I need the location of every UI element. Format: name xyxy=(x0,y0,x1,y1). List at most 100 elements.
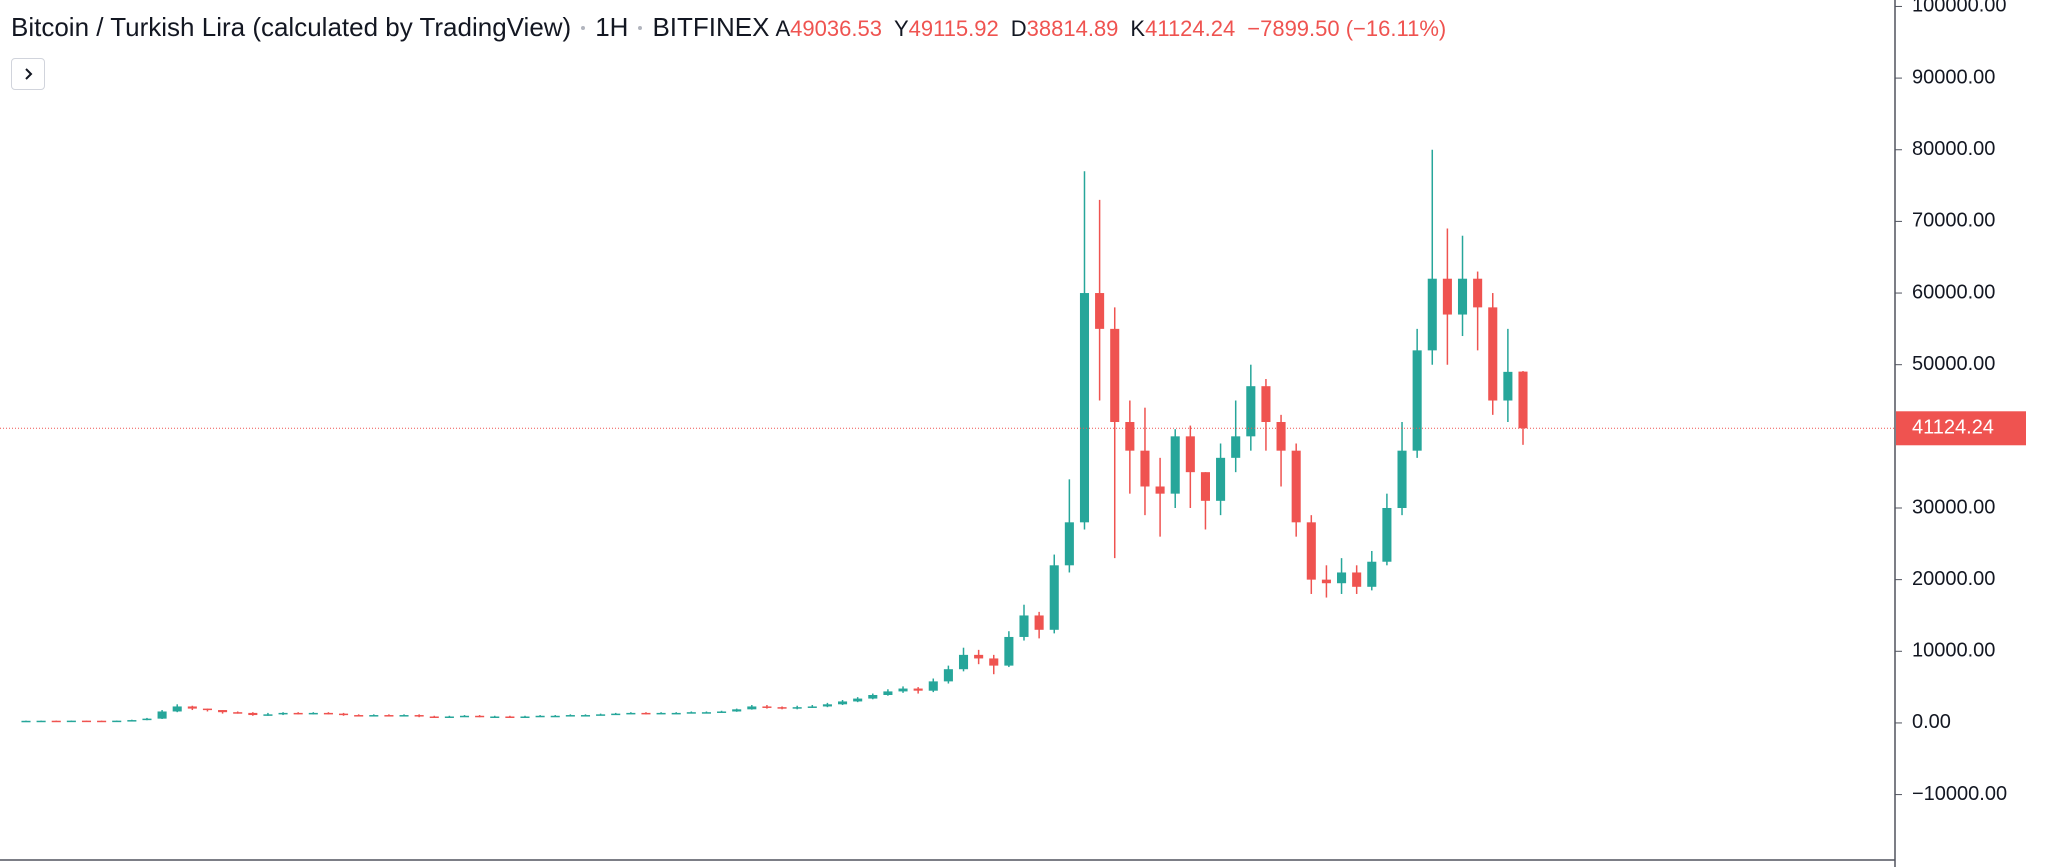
candle-body xyxy=(1049,565,1059,630)
candle-body xyxy=(1216,457,1226,501)
candle-body xyxy=(354,715,364,717)
interval: 1H xyxy=(595,12,629,42)
candle-body xyxy=(1352,572,1362,587)
candle-body xyxy=(459,715,470,718)
close-value: 41124.24 xyxy=(1145,16,1236,41)
candle-body xyxy=(928,681,938,691)
candle-body xyxy=(81,720,92,723)
candle-body xyxy=(565,715,575,717)
separator xyxy=(638,25,643,30)
candle-body xyxy=(490,716,500,718)
chevron xyxy=(25,68,33,80)
candle-body xyxy=(596,714,606,716)
candle-body xyxy=(701,712,711,714)
chevron-icon xyxy=(25,68,33,80)
candle-body xyxy=(1095,293,1105,329)
candle-body xyxy=(248,712,258,716)
candle-body xyxy=(172,706,182,712)
candle-body xyxy=(187,706,197,709)
candle-body xyxy=(792,707,802,709)
candle-body xyxy=(1004,636,1014,666)
candle-body xyxy=(520,716,530,718)
candle-body xyxy=(1246,386,1256,437)
candle-body xyxy=(1442,278,1452,315)
candle-body xyxy=(838,701,848,705)
candle-body xyxy=(1155,486,1165,494)
chart-title: Bitcoin / Turkish Lira (calculated by Tr… xyxy=(11,12,572,42)
candle-body xyxy=(656,712,666,715)
candle-body xyxy=(369,715,379,717)
candle-body xyxy=(1382,507,1392,562)
y-tick-label: 80000.00 xyxy=(1912,138,1995,160)
candle-body xyxy=(717,711,727,713)
candle-body xyxy=(777,707,787,709)
candle-body xyxy=(580,715,591,717)
y-tick-label: 20000.00 xyxy=(1912,568,1995,590)
high-value: 49115.92 xyxy=(908,16,999,41)
y-tick-label: 50000.00 xyxy=(1912,353,1995,375)
candle-body xyxy=(1518,371,1528,429)
y-tick-label: 70000.00 xyxy=(1912,210,1995,232)
candle-body xyxy=(51,720,61,723)
last-price-label: 41124.24 xyxy=(1912,417,1994,439)
ohlc-legend: A49036.53 Y49115.92 D38814.89 K41124.24 −789… xyxy=(775,16,1458,42)
candle-body xyxy=(626,712,636,715)
candle-body xyxy=(898,688,908,692)
candle-body xyxy=(263,714,273,716)
candle-body xyxy=(883,691,893,695)
candle-body xyxy=(323,712,333,715)
candle-body xyxy=(1019,615,1029,637)
candle-body xyxy=(157,711,167,719)
candle-body xyxy=(475,715,485,718)
candle-body xyxy=(21,720,31,723)
candle-body xyxy=(1170,436,1180,494)
y-tick-label: 0.00 xyxy=(1912,711,1951,733)
candle-body xyxy=(822,704,832,707)
candle-body xyxy=(1291,450,1301,523)
high-label: Y xyxy=(893,16,909,41)
candle-body xyxy=(1231,436,1241,458)
candle-body xyxy=(1367,561,1377,587)
candle-body xyxy=(1200,472,1210,501)
change: −7899.50 (−16.11%) xyxy=(1247,16,1447,41)
y-tick-label: 10000.00 xyxy=(1912,640,1995,662)
candle-body xyxy=(384,715,394,717)
candle-body xyxy=(535,715,545,718)
low-value: 38814.89 xyxy=(1026,16,1119,41)
candle-body xyxy=(36,720,46,723)
candle-body xyxy=(1397,450,1407,508)
y-tick-label: 60000.00 xyxy=(1912,281,1995,303)
exchange: BITFINEX xyxy=(652,12,770,42)
separator xyxy=(581,25,586,30)
candle-body xyxy=(1503,371,1513,401)
candle-body xyxy=(429,716,439,718)
candle-body xyxy=(278,712,288,715)
candle-body xyxy=(142,718,152,721)
candle-body xyxy=(747,706,757,710)
candle-body xyxy=(1276,422,1286,451)
candle-body xyxy=(202,708,212,711)
candle-body xyxy=(1321,579,1331,584)
candle-body xyxy=(611,713,621,716)
candle-body xyxy=(732,709,742,712)
candle-body xyxy=(1185,436,1195,473)
candle-body xyxy=(868,694,878,699)
candle-body xyxy=(308,712,318,715)
expand-button[interactable] xyxy=(11,58,45,90)
open-label: A xyxy=(775,16,791,41)
candle-body xyxy=(1337,572,1347,584)
candle-body xyxy=(339,713,349,716)
candle-body xyxy=(641,712,651,715)
candle-body xyxy=(1064,522,1074,566)
candle-body xyxy=(1261,386,1271,423)
candle-body xyxy=(943,669,953,682)
last-price-box xyxy=(1896,411,2026,446)
candle-body xyxy=(66,720,76,723)
candle-body xyxy=(414,715,424,717)
y-tick-label: 30000.00 xyxy=(1912,496,1995,518)
chart-header: Bitcoin / Turkish Lira (calculated by Tr… xyxy=(11,12,1458,43)
candle-body xyxy=(233,712,243,714)
close-label: K xyxy=(1130,16,1146,41)
